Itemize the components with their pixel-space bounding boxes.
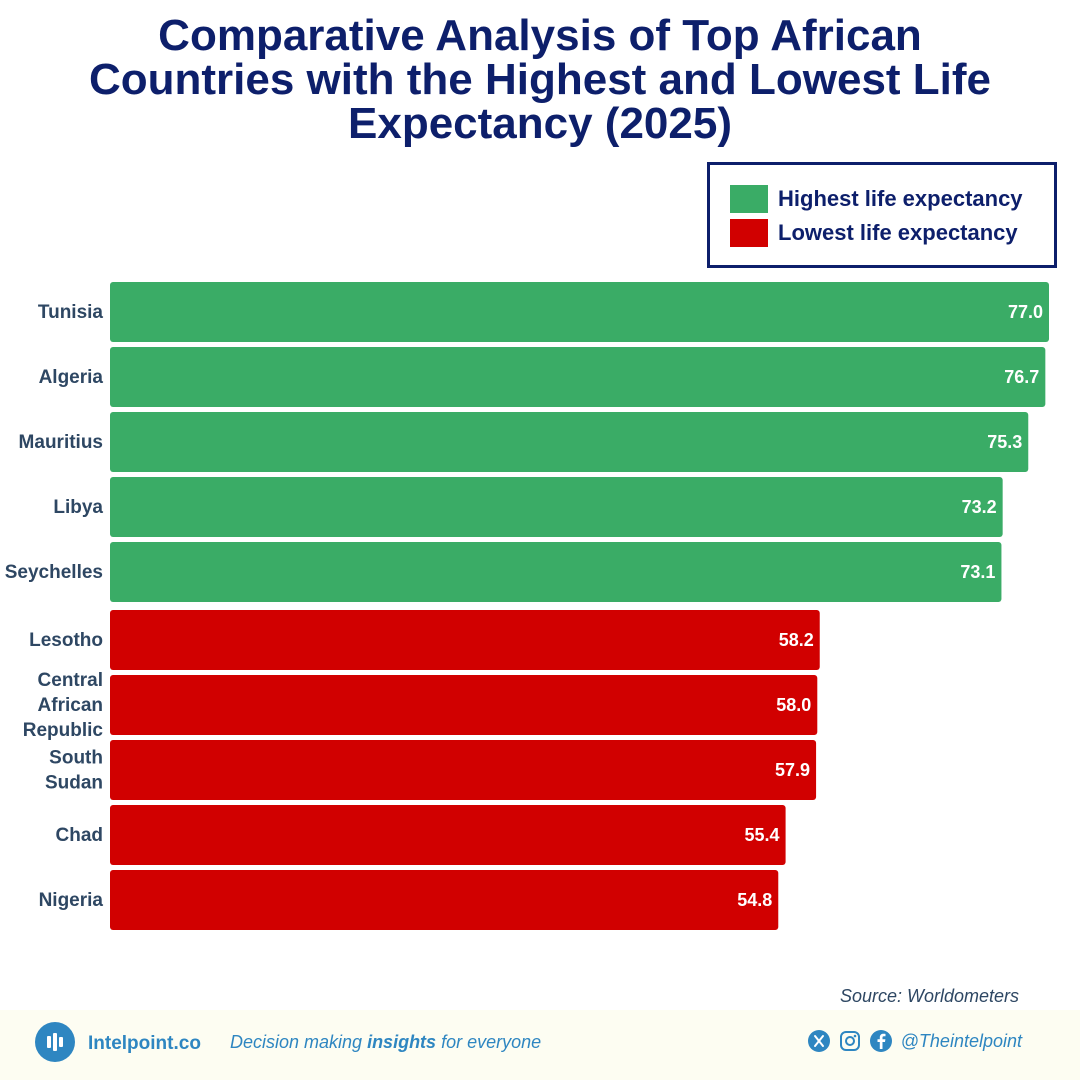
x-logo-icon[interactable] — [807, 1030, 830, 1052]
bar-value-label: 55.4 — [745, 825, 780, 845]
bar-value-label: 54.8 — [737, 890, 772, 910]
intelpoint-logo-icon — [35, 1022, 75, 1062]
legend: Highest life expectancy Lowest life expe… — [707, 162, 1057, 268]
bar-value-label: 77.0 — [1008, 302, 1043, 322]
tagline: Decision making insights for everyone — [230, 1032, 542, 1052]
category-label: Tunisia — [38, 302, 104, 323]
bar-value-label: 58.2 — [779, 630, 814, 650]
legend-label-lowest: Lowest life expectancy — [778, 220, 1018, 245]
bar-value-label: 57.9 — [775, 760, 810, 780]
instagram-icon[interactable] — [839, 1030, 861, 1052]
bar-value-label: 73.2 — [962, 497, 997, 517]
source-note: Source: Worldometers — [839, 986, 1019, 1006]
bar — [110, 477, 1003, 537]
bar — [110, 805, 786, 865]
category-label: Chad — [56, 825, 104, 846]
category-label: South Sudan — [45, 748, 103, 794]
bar — [110, 282, 1049, 342]
bar-value-label: 73.1 — [960, 562, 995, 582]
category-label: Seychelles — [5, 562, 103, 583]
category-label: Lesotho — [29, 630, 103, 651]
category-label: Libya — [53, 497, 103, 518]
title-line: Comparative Analysis of Top African — [158, 11, 922, 60]
category-label: Algeria — [39, 367, 104, 388]
title-line: Expectancy (2025) — [348, 99, 732, 148]
category-label: Mauritius — [19, 432, 103, 453]
bar — [110, 610, 820, 670]
facebook-icon[interactable] — [869, 1030, 892, 1052]
category-label: Central African Republic — [23, 670, 104, 741]
legend-item-highest: Highest life expectancy — [730, 184, 1023, 214]
legend-label-highest: Highest life expectancy — [778, 186, 1023, 211]
bar — [110, 740, 817, 800]
bar-chart: 77.0 Tunisia 76.7 Algeria 75.3 Mauritius 73.2 L… — [5, 282, 1049, 930]
bar-value-label: 76.7 — [1004, 367, 1039, 387]
brand-name: Intelpoint.co — [88, 1033, 201, 1054]
category-label: Nigeria — [39, 890, 104, 911]
bar-value-label: 75.3 — [987, 432, 1022, 452]
footer: Intelpoint.co Decision making insights f… — [0, 1010, 1080, 1080]
legend-swatch-lowest — [730, 219, 768, 247]
legend-swatch-highest — [730, 185, 768, 213]
chart-title: Comparative Analysis of Top African Coun… — [40, 14, 1040, 146]
social-handle: @Theintelpoint — [900, 1030, 1022, 1051]
legend-item-lowest: Lowest life expectancy — [730, 218, 1018, 248]
title-line: Countries with the Highest and Lowest Li… — [88, 55, 992, 104]
bar — [110, 542, 1002, 602]
bar — [110, 347, 1046, 407]
bar-value-label: 58.0 — [776, 695, 811, 715]
bar — [110, 412, 1029, 472]
bar — [110, 870, 779, 930]
social-links: @Theintelpoint — [807, 1030, 1022, 1052]
bar — [110, 675, 818, 735]
